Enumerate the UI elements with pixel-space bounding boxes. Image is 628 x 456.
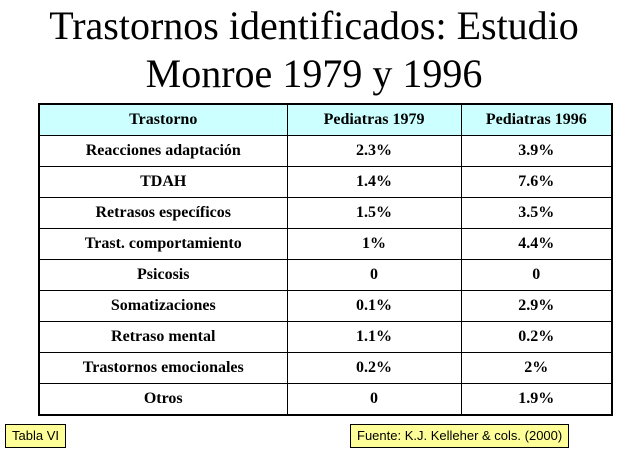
source-note: Fuente: K.J. Kelleher & cols. (2000) (350, 424, 570, 448)
value-1996: 0 (460, 259, 613, 291)
value-1979: 1.1% (286, 321, 462, 353)
table-row: Reacciones adaptación 2.3% 3.9% (38, 135, 613, 167)
value-1996: 2% (460, 352, 613, 384)
row-label: Somatizaciones (38, 290, 288, 322)
column-header-trastorno: Trastorno (38, 103, 288, 136)
value-1979: 0 (286, 259, 462, 291)
page-title: Trastornos identificados: Estudio Monroe… (0, 2, 628, 98)
table-row: Somatizaciones 0.1% 2.9% (38, 290, 613, 322)
value-1996: 3.5% (460, 197, 613, 229)
value-1979: 1% (286, 228, 462, 260)
value-1979: 1.4% (286, 166, 462, 198)
value-1979: 0 (286, 383, 462, 416)
value-1996: 7.6% (460, 166, 613, 198)
table-row: Psicosis 0 0 (38, 259, 613, 291)
table-row: Retraso mental 1.1% 0.2% (38, 321, 613, 353)
row-label: TDAH (38, 166, 288, 198)
table-number-note: Tabla VI (5, 424, 66, 448)
row-label: Retrasos específicos (38, 197, 288, 229)
value-1996: 0.2% (460, 321, 613, 353)
table-row: Retrasos específicos 1.5% 3.5% (38, 197, 613, 229)
column-header-1996: Pediatras 1996 (460, 103, 613, 136)
title-line-1: Trastornos identificados: Estudio (49, 3, 579, 48)
row-label: Psicosis (38, 259, 288, 291)
value-1979: 0.2% (286, 352, 462, 384)
row-label: Trastornos emocionales (38, 352, 288, 384)
value-1979: 2.3% (286, 135, 462, 167)
disorders-table: Trastorno Pediatras 1979 Pediatras 1996 … (38, 103, 613, 416)
table-row: Otros 0 1.9% (38, 383, 613, 416)
value-1979: 1.5% (286, 197, 462, 229)
table-row: Trast. comportamiento 1% 4.4% (38, 228, 613, 260)
row-label: Reacciones adaptación (38, 135, 288, 167)
value-1996: 4.4% (460, 228, 613, 260)
value-1996: 3.9% (460, 135, 613, 167)
table-row: Trastornos emocionales 0.2% 2% (38, 352, 613, 384)
column-header-1979: Pediatras 1979 (286, 103, 462, 136)
table-row: TDAH 1.4% 7.6% (38, 166, 613, 198)
value-1996: 1.9% (460, 383, 613, 416)
title-line-2: Monroe 1979 y 1996 (145, 51, 483, 96)
value-1996: 2.9% (460, 290, 613, 322)
value-1979: 0.1% (286, 290, 462, 322)
row-label: Trast. comportamiento (38, 228, 288, 260)
table-header-row: Trastorno Pediatras 1979 Pediatras 1996 (38, 103, 613, 136)
row-label: Retraso mental (38, 321, 288, 353)
row-label: Otros (38, 383, 288, 416)
